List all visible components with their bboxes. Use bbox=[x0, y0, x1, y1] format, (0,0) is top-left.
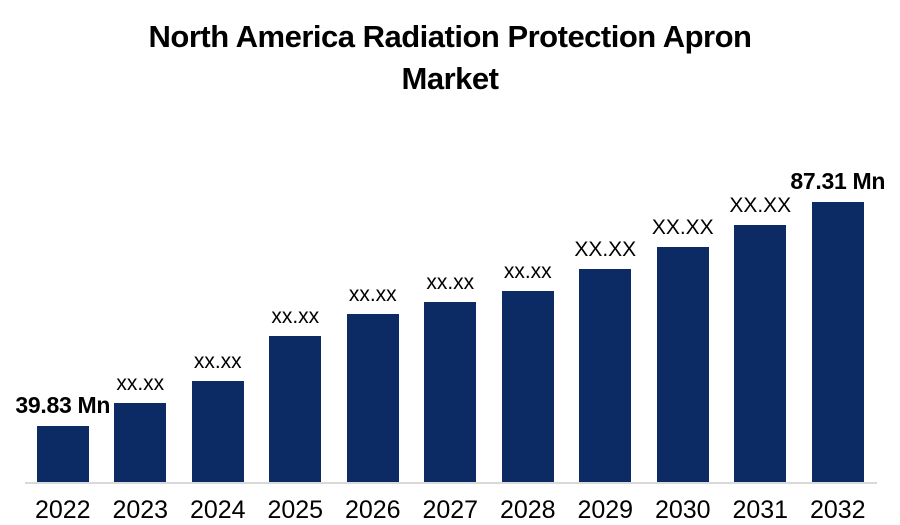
bar-column: xx.xx bbox=[102, 137, 180, 482]
chart-title: North America Radiation Protection Apron… bbox=[0, 0, 900, 100]
bars-row: 39.83 Mn xx.xx xx.xx xx.xx xx.xx xx.xx xx.xx XX… bbox=[15, 137, 885, 482]
year-label: 2027 bbox=[422, 496, 479, 524]
year-label: 2031 bbox=[732, 496, 789, 524]
bar-value-label: XX.XX bbox=[574, 238, 637, 261]
year-label: 2026 bbox=[344, 496, 401, 524]
bar bbox=[501, 291, 554, 482]
bar-value-label: XX.XX bbox=[729, 194, 792, 217]
bar bbox=[811, 202, 864, 482]
bar-value-label: XX.XX bbox=[651, 216, 714, 239]
x-axis-labels: 2022 2023 2024 2025 2026 2027 2028 2029 2030 2031… bbox=[24, 495, 877, 525]
bar-column: xx.xx bbox=[334, 137, 412, 482]
bar-column: xx.xx bbox=[179, 137, 257, 482]
year-label: 2022 bbox=[34, 496, 91, 524]
bar-value-label: xx.xx bbox=[348, 283, 397, 306]
year-label: 2028 bbox=[499, 496, 556, 524]
bar-column: XX.XX bbox=[722, 137, 800, 482]
year-label: 2032 bbox=[809, 496, 866, 524]
chart-title-line-1: North America Radiation Protection Apron bbox=[148, 19, 752, 54]
bar bbox=[269, 336, 322, 482]
bar-column: 39.83 Mn bbox=[15, 137, 110, 482]
bar bbox=[734, 225, 787, 482]
bar-value-label: xx.xx bbox=[193, 350, 242, 373]
bar bbox=[424, 302, 477, 482]
bar-column: XX.XX bbox=[644, 137, 722, 482]
bar bbox=[114, 403, 167, 482]
bar bbox=[36, 426, 89, 482]
bar-value-label: xx.xx bbox=[271, 305, 320, 328]
bar-value-label: 39.83 Mn bbox=[15, 392, 111, 418]
year-label: 2029 bbox=[577, 496, 634, 524]
plot-area: 39.83 Mn xx.xx xx.xx xx.xx xx.xx xx.xx xx.xx XX… bbox=[15, 137, 885, 525]
bar-value-label: xx.xx bbox=[116, 372, 165, 395]
bar-column: XX.XX bbox=[567, 137, 645, 482]
year-label: 2024 bbox=[189, 496, 246, 524]
x-axis-line bbox=[25, 482, 877, 484]
year-label: 2023 bbox=[112, 496, 169, 524]
bar bbox=[656, 247, 709, 482]
year-label: 2030 bbox=[654, 496, 711, 524]
bar bbox=[346, 314, 399, 482]
bar-value-label: 87.31 Mn bbox=[790, 168, 886, 194]
bar-value-label: xx.xx bbox=[426, 271, 475, 294]
bar bbox=[579, 269, 632, 482]
bar-column: xx.xx bbox=[257, 137, 335, 482]
bar-value-label: xx.xx bbox=[503, 260, 552, 283]
year-label: 2025 bbox=[267, 496, 324, 524]
bar-column: xx.xx bbox=[412, 137, 490, 482]
chart-title-line-2: Market bbox=[401, 61, 499, 96]
bar-column: 87.31 Mn bbox=[790, 137, 885, 482]
bar bbox=[191, 381, 244, 482]
bar-column: xx.xx bbox=[489, 137, 567, 482]
